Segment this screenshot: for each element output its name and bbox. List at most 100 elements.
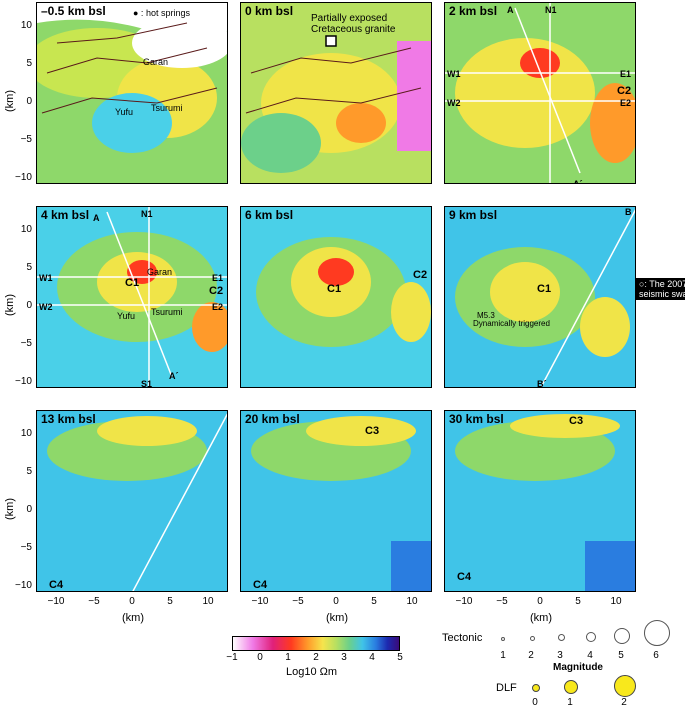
x-tick: −10 [251,596,269,607]
map-panel: 9 km bsl B C1 B´ M5.3 Dynamically trigge… [444,206,636,388]
dlf-tick: 1 [567,697,573,708]
colorbar-tick: 1 [285,652,291,663]
map-panel: 4 km bsl A N1 W1 E1 C2 W2 E2 S1 A´ C1 Ga… [36,206,228,388]
tsurumi-label: Tsurumi [151,103,183,113]
x-tick: 5 [371,596,377,607]
resistivity-map [241,411,431,591]
triggered-label: Dynamically triggered [473,319,550,328]
colorbar-label: Log10 Ωm [286,666,338,678]
y-tick: −10 [15,172,32,183]
map-panel: –0.5 km bsl ● : hot springs Garan Yufu T… [36,2,228,184]
section-label: W2 [447,98,461,108]
y-tick: 10 [20,224,32,235]
section-label: B [625,207,632,217]
y-tick: −5 [20,542,32,553]
y-tick: −5 [20,338,32,349]
tectonic-circle [614,628,630,644]
section-label: E1 [212,273,224,283]
section-label: E2 [212,302,224,312]
map-panel: 30 km bsl C3 C4 [444,410,636,592]
x-tick: −5 [292,596,304,607]
x-tick: 5 [167,596,173,607]
conductor-label: C2 [413,269,428,281]
resistivity-map [37,3,227,183]
tectonic-circle [530,636,535,641]
dlf-circle [564,680,578,694]
resistivity-map [445,3,635,183]
conductor-label: C2 [209,285,224,297]
x-axis-label: (km) [122,612,144,624]
x-tick: −5 [88,596,100,607]
conductor-label: C1 [327,283,342,295]
dlf-legend-label: DLF [496,682,517,694]
y-tick: −10 [15,580,32,591]
colorbar-tick: −1 [226,652,238,663]
m53-label: M5.3 [477,311,495,320]
granite-label: Partially exposed Cretaceous granite [311,13,396,35]
hot-spring-legend: ● : hot springs [133,8,190,18]
section-label: W1 [39,273,53,283]
section-label: A [507,5,514,15]
yufu-label: Yufu [115,107,134,117]
section-label: S1 [141,379,153,388]
y-tick: 10 [20,428,32,439]
panel-title: 30 km bsl [449,412,504,426]
section-label: B´ [537,379,547,388]
panel-title: 4 km bsl [41,208,90,222]
magnitude-title: Magnitude [553,662,603,673]
panel-title: 9 km bsl [449,208,498,222]
tectonic-circle [586,632,596,642]
conductor-label: C1 [537,283,552,295]
conductor-label: C2 [617,85,632,97]
y-tick: 0 [26,300,32,311]
panel-title: 6 km bsl [245,208,294,222]
x-tick: 0 [333,596,339,607]
colorbar-tick: 0 [257,652,263,663]
conductor-label: C3 [365,425,380,437]
x-tick: 0 [129,596,135,607]
colorbar-tick: 2 [313,652,319,663]
panel-title: –0.5 km bsl [41,4,106,18]
x-tick: 10 [202,596,214,607]
colorbar-tick: 4 [369,652,375,663]
x-tick: −5 [496,596,508,607]
y-tick: 10 [20,20,32,31]
magnitude-tick: 1 [500,650,506,661]
garan-label: Garan [147,267,173,277]
map-panel: 2 km bsl A N1 W1 E1 C2 W2 E2 S1 A´ [444,2,636,184]
x-axis-label: (km) [530,612,552,624]
tectonic-legend-label: Tectonic [442,632,483,644]
section-label: W2 [39,302,53,312]
resistivity-map [37,411,227,591]
section-label: A [93,213,100,223]
section-label: N1 [141,209,153,219]
section-label: E2 [620,98,632,108]
dlf-tick: 2 [621,697,627,708]
magnitude-tick: 6 [653,650,659,661]
y-tick: −10 [15,376,32,387]
conductor-label: C4 [253,579,268,591]
conductor-label: C3 [569,415,584,427]
magnitude-tick: 5 [618,650,624,661]
x-axis-label: (km) [326,612,348,624]
colorbar [232,636,400,651]
y-tick: 5 [26,466,32,477]
tectonic-circle [644,620,670,646]
magnitude-tick: 3 [557,650,563,661]
resistivity-map [445,207,635,387]
resistivity-map [241,3,431,183]
y-tick: 5 [26,58,32,69]
resistivity-map [445,411,635,591]
x-tick: −10 [47,596,65,607]
x-tick: 10 [406,596,418,607]
section-label: W1 [447,69,461,79]
section-label: A´ [169,371,179,381]
magnitude-tick: 4 [587,650,593,661]
y-tick: 5 [26,262,32,273]
swarm-note: ○: The 2007 seismic swarm [636,278,685,300]
conductor-label: C4 [457,571,472,583]
colorbar-tick: 3 [341,652,347,663]
section-label: A´ [573,179,583,184]
colorbar-tick: 5 [397,652,403,663]
resistivity-map [241,207,431,387]
